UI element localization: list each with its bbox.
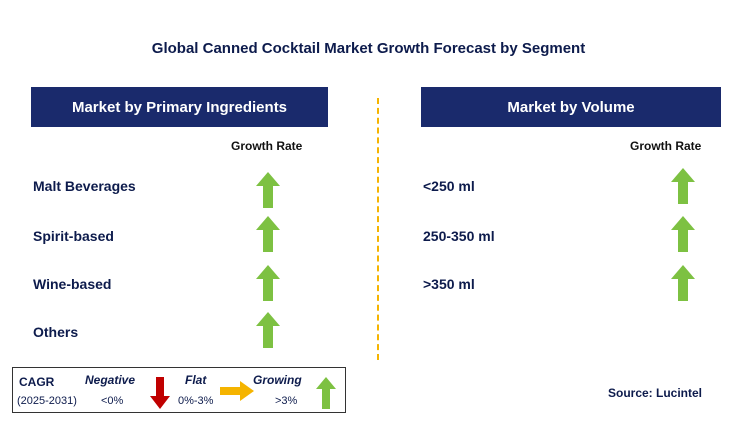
- legend-growing-range: >3%: [275, 395, 298, 407]
- legend-flat-label: Flat: [185, 373, 207, 387]
- right-item-label: >350 ml: [423, 276, 475, 292]
- left-item-label: Wine-based: [33, 276, 112, 292]
- legend-cagr-label: CAGR: [19, 375, 55, 389]
- legend-growing-label: Growing: [253, 373, 302, 387]
- legend-negative-range: <0%: [101, 395, 124, 407]
- up-arrow-icon: [316, 377, 336, 409]
- cagr-legend: CAGR (2025-2031) Negative <0% Flat 0%-3%…: [12, 367, 346, 413]
- legend-period: (2025-2031): [17, 395, 77, 407]
- chart-title: Global Canned Cocktail Market Growth For…: [151, 40, 586, 57]
- up-arrow-icon: [256, 216, 280, 252]
- right-item-label: 250-350 ml: [423, 228, 495, 244]
- source-note: Source: Lucintel: [608, 386, 703, 400]
- down-arrow-icon: [150, 377, 170, 409]
- left-item-label: Others: [33, 324, 79, 340]
- right-item-label: <250 ml: [423, 178, 475, 194]
- left-panel-header: Market by Primary Ingredients: [31, 87, 328, 127]
- legend-flat-range: 0%-3%: [178, 395, 214, 407]
- right-panel-header: Market by Volume: [421, 87, 721, 127]
- legend-negative-label: Negative: [85, 373, 136, 387]
- up-arrow-icon: [256, 172, 280, 208]
- right-arrow-icon: [220, 381, 254, 401]
- left-item-label: Malt Beverages: [33, 178, 136, 194]
- panel-divider: [377, 98, 379, 360]
- up-arrow-icon: [671, 168, 695, 204]
- left-growth-rate-label: Growth Rate: [231, 139, 303, 153]
- left-item-label: Spirit-based: [33, 228, 114, 244]
- up-arrow-icon: [671, 265, 695, 301]
- up-arrow-icon: [671, 216, 695, 252]
- up-arrow-icon: [256, 265, 280, 301]
- up-arrow-icon: [256, 312, 280, 348]
- right-growth-rate-label: Growth Rate: [630, 139, 702, 153]
